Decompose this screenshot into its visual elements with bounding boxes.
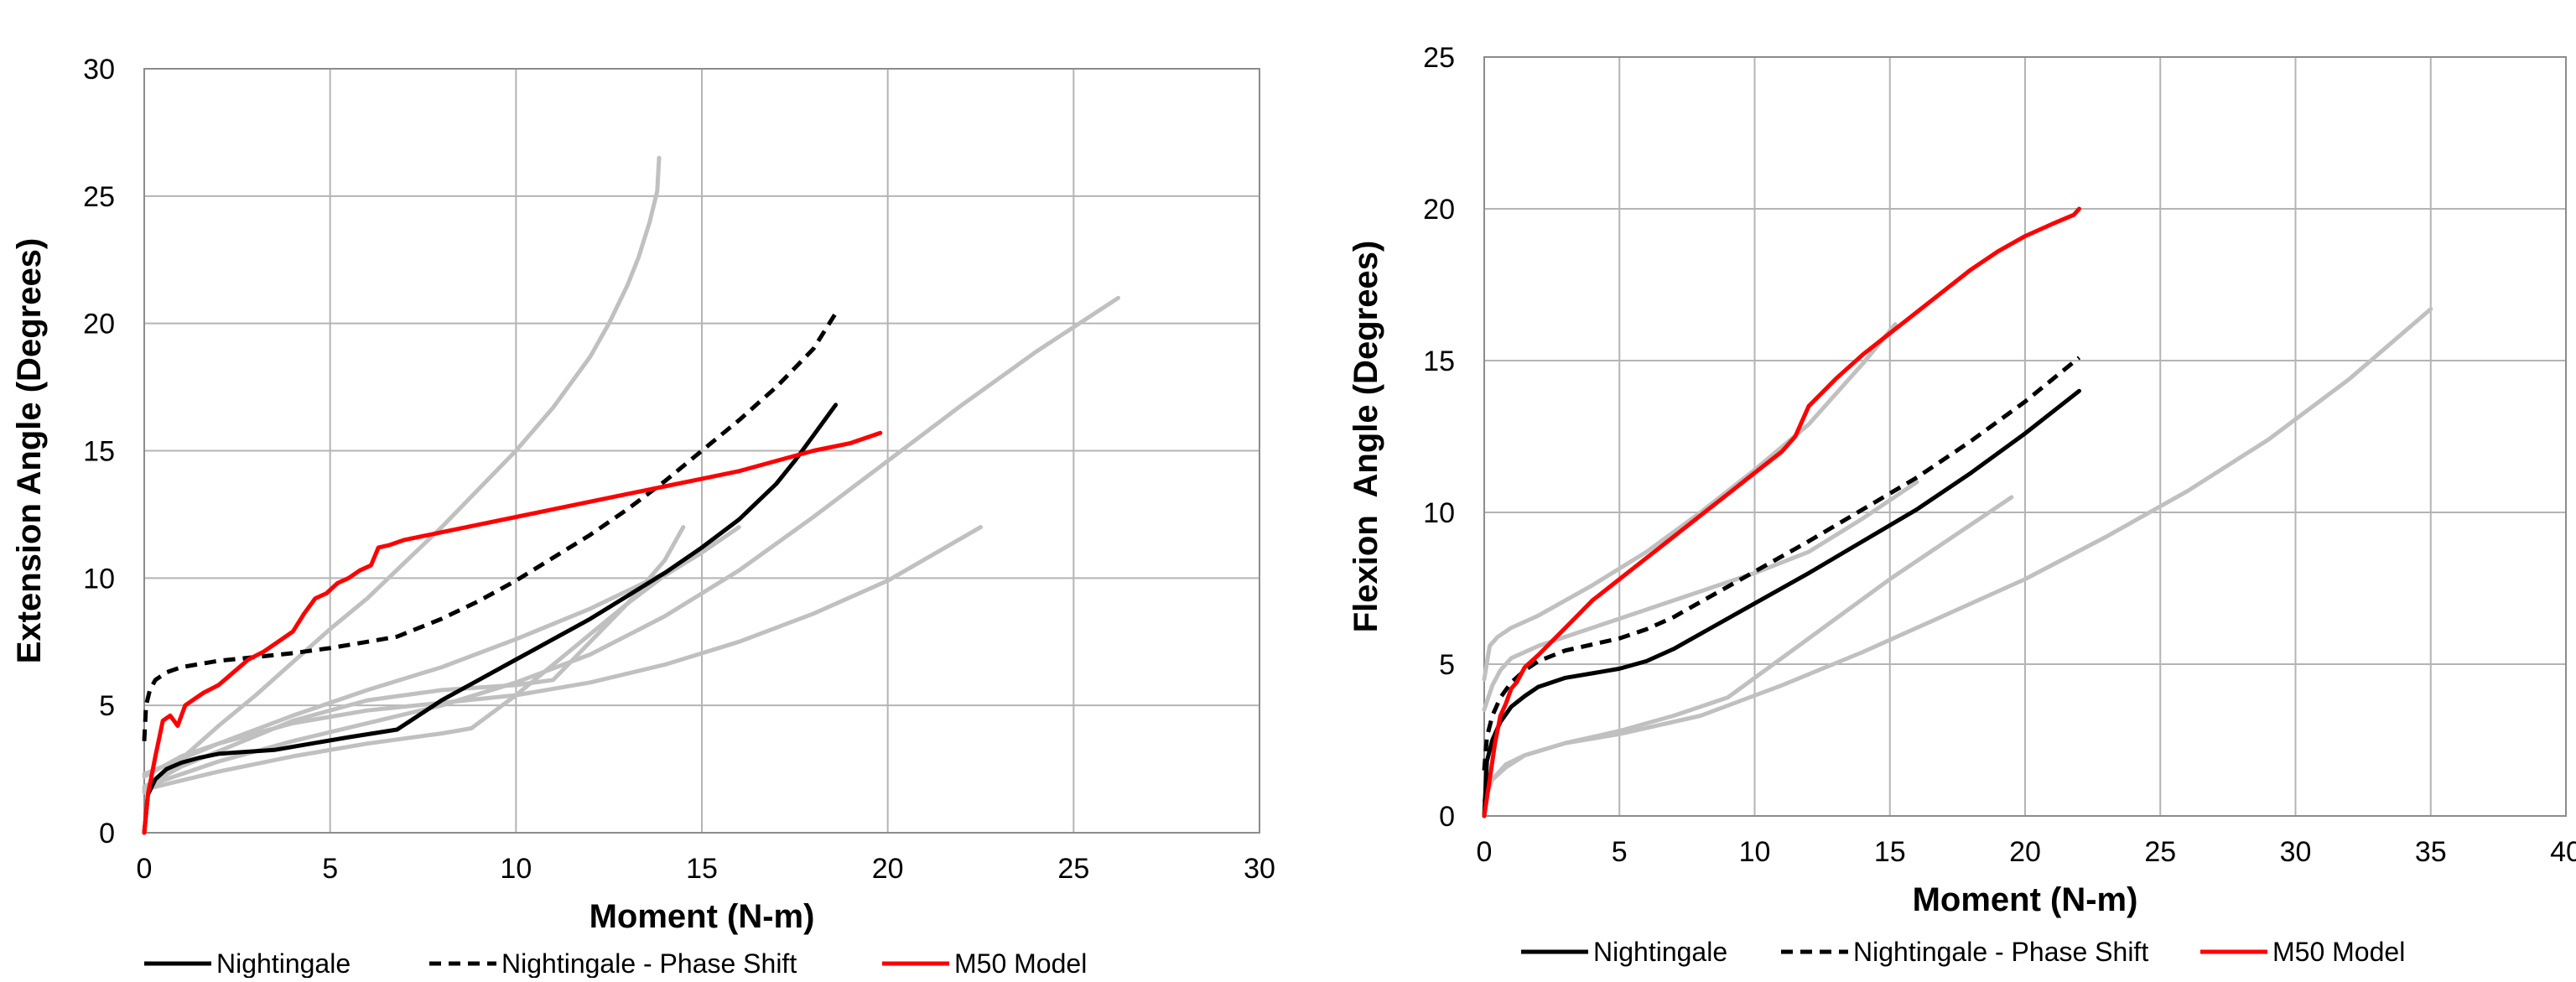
y-tick-label: 10 bbox=[1423, 497, 1455, 529]
specimen-curve bbox=[142, 525, 983, 777]
series-lines bbox=[142, 155, 1120, 835]
x-axis-title: Moment (N-m) bbox=[589, 898, 815, 935]
legend: Nightingale Nightingale - Phase Shift M50 … bbox=[144, 948, 1087, 979]
x-tick-label: 0 bbox=[1477, 836, 1493, 868]
specimen-curve bbox=[1482, 495, 2014, 803]
specimen-curve bbox=[1482, 322, 1898, 682]
x-tick-label: 5 bbox=[1612, 836, 1628, 868]
series-line-nightingale bbox=[142, 403, 839, 835]
x-tick-label: 30 bbox=[2280, 836, 2312, 868]
legend-label: Nightingale bbox=[1593, 937, 1727, 967]
x-tick-label: 10 bbox=[500, 853, 532, 885]
x-tick-label: 0 bbox=[137, 853, 153, 885]
y-tick-label: 5 bbox=[99, 690, 115, 722]
y-tick-label: 30 bbox=[83, 54, 115, 86]
y-tick-label: 0 bbox=[99, 818, 115, 850]
x-tick-label: 15 bbox=[686, 853, 718, 885]
x-tick-label: 40 bbox=[2550, 836, 2576, 868]
legend-label: Nightingale - Phase Shift bbox=[501, 948, 797, 978]
y-tick-label: 15 bbox=[1423, 346, 1455, 377]
y-tick-label: 5 bbox=[1439, 649, 1455, 681]
specimen-curve bbox=[142, 295, 1120, 789]
legend-label: Nightingale - Phase Shift bbox=[1853, 937, 2148, 967]
series-line-nightingale-phase-shift bbox=[1482, 356, 2081, 771]
legend-label: Nightingale bbox=[216, 948, 351, 978]
x-tick-label: 15 bbox=[1874, 836, 1906, 868]
y-tick-label: 20 bbox=[1423, 194, 1455, 226]
y-tick-label: 10 bbox=[83, 563, 115, 595]
x-tick-label: 35 bbox=[2415, 836, 2447, 868]
x-tick-label: 25 bbox=[2144, 836, 2176, 868]
tick-labels: 0 5 10 15 20 25 30 35 40 0 5 10 15 20 25 bbox=[1423, 42, 2576, 868]
series-line-nightingale bbox=[1482, 388, 2081, 818]
specimen-curve bbox=[142, 155, 662, 794]
x-axis-title: Moment (N-m) bbox=[1913, 881, 2138, 918]
legend-label: M50 Model bbox=[2272, 937, 2405, 967]
x-tick-label: 20 bbox=[2009, 836, 2041, 868]
series-line-m50-model bbox=[142, 430, 883, 835]
y-tick-label: 20 bbox=[83, 309, 115, 340]
plot-frame bbox=[143, 68, 1260, 834]
y-axis-title: Extension Angle (Degrees) bbox=[11, 238, 48, 664]
x-tick-label: 30 bbox=[1244, 853, 1275, 885]
x-tick-label: 5 bbox=[322, 853, 338, 885]
series-line-nightingale-phase-shift bbox=[142, 312, 838, 741]
legend: Nightingale Nightingale - Phase Shift M50 … bbox=[1521, 937, 2405, 967]
gridlines bbox=[1483, 56, 2567, 817]
y-axis-title: Flexion Angle (Degrees) bbox=[1348, 241, 1384, 633]
legend-label: M50 Model bbox=[954, 948, 1087, 978]
y-tick-label: 25 bbox=[83, 181, 115, 213]
tick-labels: 0 5 10 15 20 25 30 0 5 10 15 20 25 30 bbox=[83, 54, 1275, 885]
specimen-curve bbox=[1482, 480, 1919, 712]
series-line-m50-model bbox=[1482, 206, 2081, 818]
y-tick-label: 15 bbox=[83, 436, 115, 468]
specimen-curve bbox=[142, 538, 723, 779]
specimen-curve bbox=[142, 525, 741, 792]
specimen-curve bbox=[1482, 307, 2433, 803]
specimen-curve bbox=[142, 525, 686, 789]
extension-chart: 0 5 10 15 20 25 30 0 5 10 15 20 25 30 Moment (N-m) Exte… bbox=[11, 54, 1275, 979]
y-tick-label: 0 bbox=[1439, 801, 1455, 833]
x-tick-label: 20 bbox=[872, 853, 904, 885]
series-lines bbox=[1482, 206, 2433, 818]
x-tick-label: 25 bbox=[1057, 853, 1089, 885]
y-tick-label: 25 bbox=[1423, 42, 1455, 74]
plot-frame bbox=[1483, 56, 2567, 817]
x-tick-label: 10 bbox=[1739, 836, 1771, 868]
